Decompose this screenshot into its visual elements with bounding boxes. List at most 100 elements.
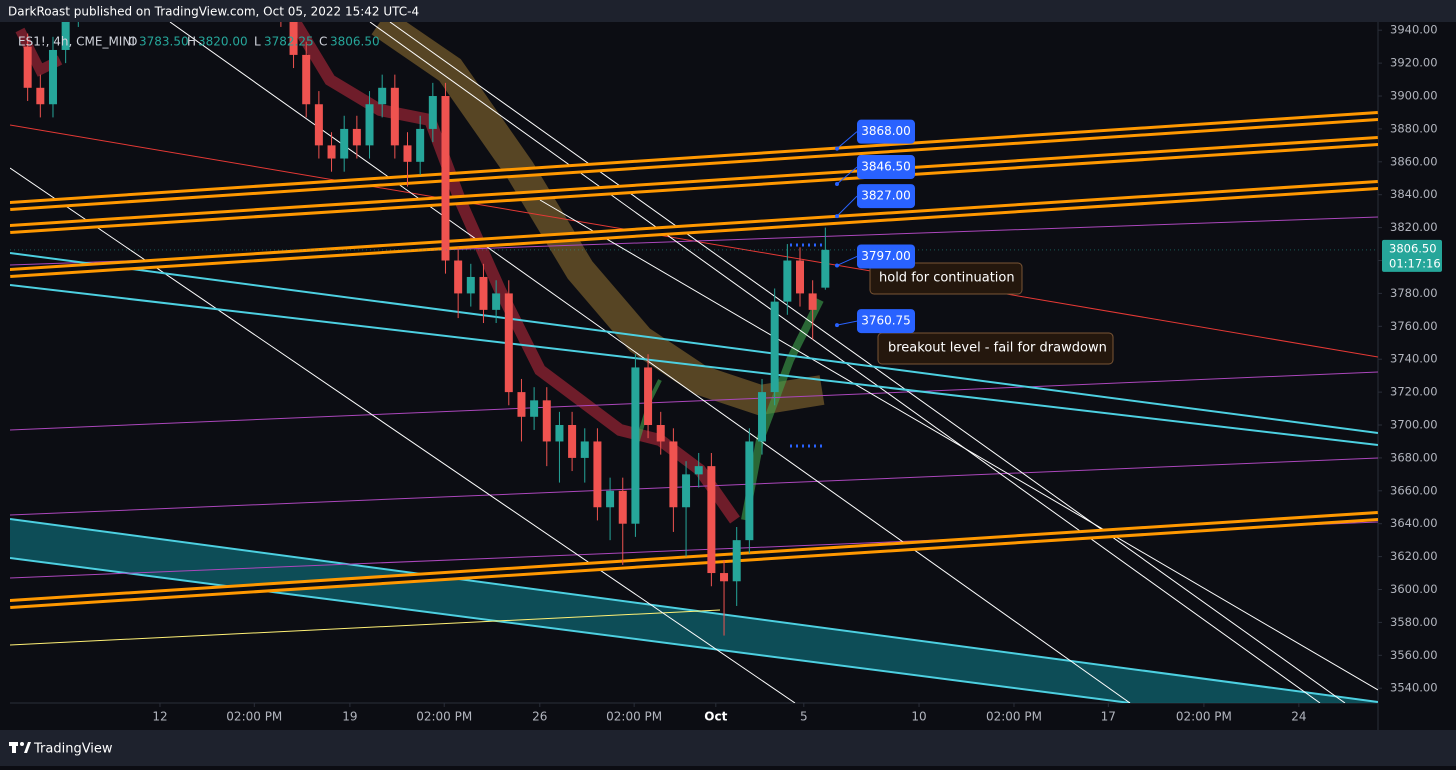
candle-body: [796, 260, 805, 294]
candle-body: [479, 276, 488, 310]
brand: TradingView: [33, 742, 113, 757]
candle-body: [327, 145, 336, 159]
candle-body: [542, 400, 551, 442]
candle-body: [732, 540, 741, 582]
last-price-tag: [1382, 239, 1442, 272]
candle-body: [631, 367, 640, 524]
x-tick-label: Oct: [704, 710, 727, 724]
callout-line: [836, 131, 858, 150]
price-label-box: [857, 119, 915, 144]
candle-body: [808, 293, 817, 310]
y-tick-label: 3600.00: [1390, 582, 1438, 596]
y-tick-label: 3900.00: [1390, 89, 1438, 103]
legend-key: L: [254, 35, 261, 49]
y-tick-label: 3640.00: [1390, 516, 1438, 530]
last-price-label: 3806.50: [1389, 241, 1437, 255]
note-box: [877, 332, 1114, 365]
x-tick-label: 02:00 PM: [986, 710, 1042, 724]
price-label-box: [857, 244, 915, 269]
candle-body: [48, 49, 57, 105]
candle-body: [707, 466, 716, 574]
candle-body: [61, 22, 70, 50]
y-tick-label: 3840.00: [1390, 187, 1438, 201]
candle-body: [441, 96, 450, 261]
candle-body: [454, 260, 463, 294]
y-tick-label: 3860.00: [1390, 154, 1438, 168]
callout-anchor: [835, 182, 839, 187]
candle-body: [23, 46, 32, 88]
price-label: 3846.50: [861, 160, 911, 174]
candle-body: [656, 425, 665, 442]
y-tick-label: 3720.00: [1390, 385, 1438, 399]
header-bar: [0, 0, 1456, 22]
countdown: 01:17:16: [1389, 256, 1441, 270]
x-tick-label: 02:00 PM: [606, 710, 662, 724]
callout-anchor: [835, 323, 839, 328]
x-tick-label: 26: [532, 710, 547, 724]
candle-body: [720, 573, 729, 582]
legend-key: C: [319, 35, 327, 49]
candle-body: [644, 367, 653, 426]
y-tick-label: 3700.00: [1390, 418, 1438, 432]
price-label: 3868.00: [861, 124, 911, 138]
price-label: 3760.75: [861, 314, 911, 328]
candle-body: [555, 425, 564, 442]
candle-body: [530, 400, 539, 417]
candles: [23, 22, 830, 636]
publish-title: DarkRoast published on TradingView.com, …: [8, 5, 419, 19]
price-label: 3797.00: [861, 249, 911, 263]
legend-symbol: ES1!, 4h, CME_MINI: [18, 35, 135, 49]
candle-body: [606, 490, 615, 508]
x-tick-label: 02:00 PM: [1176, 710, 1232, 724]
candle-body: [340, 128, 349, 159]
candle-body: [504, 293, 513, 393]
candle-body: [618, 490, 627, 524]
candle-body: [694, 466, 703, 475]
candle-body: [378, 87, 387, 105]
price-label-box: [857, 184, 915, 209]
price-label: 3827.00: [861, 189, 911, 203]
x-tick-label: 02:00 PM: [416, 710, 472, 724]
x-tick-label: 5: [800, 710, 808, 724]
x-tick-label: 19: [342, 710, 357, 724]
candle-body: [314, 104, 323, 146]
x-tick-label: 02:00 PM: [226, 710, 282, 724]
y-tick-label: 3740.00: [1390, 352, 1438, 366]
callout-line: [836, 166, 858, 185]
footer-bar: [0, 730, 1456, 766]
drawings: [10, 22, 1378, 703]
candle-body: [770, 301, 779, 393]
y-tick-label: 3580.00: [1390, 615, 1438, 629]
legend-value: 3806.50: [330, 35, 380, 49]
candle-body: [568, 425, 577, 458]
candle-body: [517, 392, 526, 417]
candle-body: [682, 474, 691, 508]
legend-key: H: [187, 35, 196, 49]
x-tick-label: 10: [911, 710, 926, 724]
candle-body: [758, 392, 767, 442]
y-tick-label: 3680.00: [1390, 450, 1438, 464]
note-box: [869, 262, 1023, 295]
callout-anchor: [835, 263, 839, 268]
callout-anchor: [835, 146, 839, 151]
candle-body: [428, 96, 437, 129]
y-tick-label: 3920.00: [1390, 56, 1438, 70]
candle-body: [580, 441, 589, 458]
callout-line: [836, 320, 858, 326]
x-tick-label: 17: [1101, 710, 1116, 724]
candle-body: [783, 260, 792, 302]
x-tick-label: 24: [1291, 710, 1306, 724]
candle-body: [821, 249, 830, 288]
callout-anchor: [835, 214, 839, 219]
y-tick-label: 3780.00: [1390, 286, 1438, 300]
legend-value: 3783.50: [139, 35, 189, 49]
y-tick-label: 3940.00: [1390, 23, 1438, 37]
candle-body: [745, 441, 754, 541]
note: hold for continuation: [879, 271, 1015, 286]
candle-body: [365, 104, 374, 146]
y-tick-label: 3820.00: [1390, 220, 1438, 234]
price-label-box: [857, 155, 915, 180]
candle-body: [593, 441, 602, 508]
tv-logo: [9, 742, 31, 753]
